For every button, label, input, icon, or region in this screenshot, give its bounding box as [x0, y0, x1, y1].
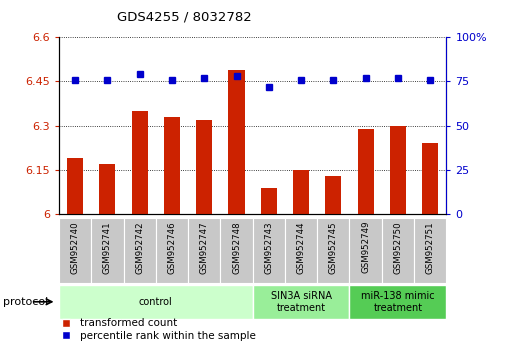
Text: GSM952750: GSM952750	[393, 221, 402, 274]
Text: miR-138 mimic
treatment: miR-138 mimic treatment	[361, 291, 435, 313]
Text: GDS4255 / 8032782: GDS4255 / 8032782	[117, 10, 252, 23]
Bar	[293, 170, 309, 214]
Text: GSM952744: GSM952744	[297, 221, 306, 274]
Bar	[164, 117, 180, 214]
Bar	[100, 164, 115, 214]
Bar	[188, 218, 221, 283]
Bar	[349, 218, 382, 283]
Bar	[414, 218, 446, 283]
Bar	[261, 188, 277, 214]
Bar	[422, 143, 438, 214]
Bar	[252, 218, 285, 283]
Bar	[317, 218, 349, 283]
Text: GSM952740: GSM952740	[71, 221, 80, 274]
Text: GSM952749: GSM952749	[361, 221, 370, 274]
Legend: transformed count, percentile rank within the sample: transformed count, percentile rank withi…	[51, 314, 260, 345]
Text: GSM952745: GSM952745	[329, 221, 338, 274]
Text: GSM952748: GSM952748	[232, 221, 241, 274]
Bar	[59, 285, 252, 319]
Bar	[358, 129, 373, 214]
Bar	[156, 218, 188, 283]
Bar	[124, 218, 156, 283]
Bar	[285, 218, 317, 283]
Bar	[349, 285, 446, 319]
Text: GSM952751: GSM952751	[426, 221, 435, 274]
Text: GSM952743: GSM952743	[264, 221, 273, 274]
Bar	[325, 176, 342, 214]
Bar	[382, 218, 414, 283]
Bar	[252, 285, 349, 319]
Text: GSM952747: GSM952747	[200, 221, 209, 274]
Bar	[59, 218, 91, 283]
Bar	[221, 218, 252, 283]
Text: SIN3A siRNA
treatment: SIN3A siRNA treatment	[270, 291, 331, 313]
Bar	[390, 126, 406, 214]
Bar	[132, 111, 148, 214]
Text: protocol: protocol	[3, 297, 48, 307]
Bar	[196, 120, 212, 214]
Text: GSM952741: GSM952741	[103, 221, 112, 274]
Text: control: control	[139, 297, 173, 307]
Text: GSM952742: GSM952742	[135, 221, 144, 274]
Bar	[228, 70, 245, 214]
Bar	[91, 218, 124, 283]
Bar	[67, 158, 83, 214]
Text: GSM952746: GSM952746	[167, 221, 176, 274]
